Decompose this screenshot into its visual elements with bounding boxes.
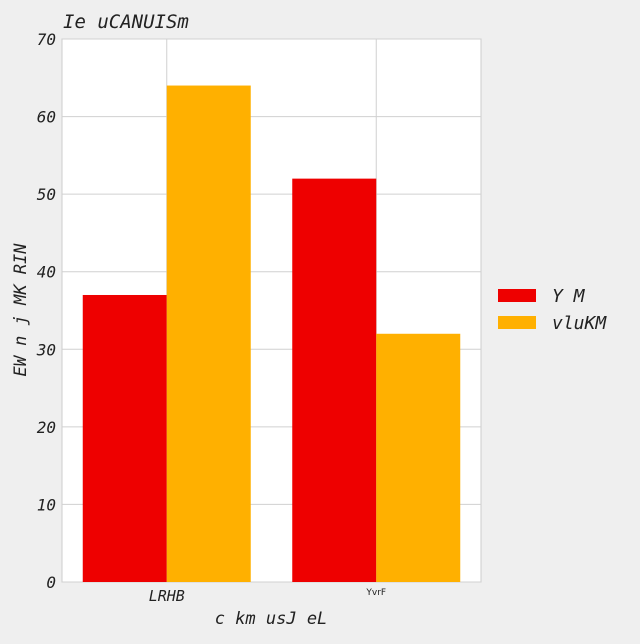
legend-swatch	[498, 316, 536, 329]
bar	[376, 333, 461, 582]
bar	[292, 178, 377, 582]
bars	[82, 85, 461, 583]
y-tick-label: 30	[36, 340, 56, 359]
chart-title: Ie uCANUISm	[63, 11, 189, 33]
y-tick-label: 20	[37, 418, 56, 437]
y-axis-label: EW n j MK RIN	[11, 243, 31, 377]
y-tick-label: 10	[37, 495, 56, 514]
y-tick-label: 60	[37, 108, 56, 127]
x-tick-label: YvrF	[365, 588, 386, 598]
y-tick-label: 0	[46, 573, 56, 592]
bar	[166, 85, 251, 583]
y-tick-label: 50	[37, 185, 56, 204]
x-axis-label: c km usJ eL	[215, 609, 328, 629]
legend-label: vluKM	[552, 313, 607, 334]
bar	[82, 294, 167, 582]
x-axis-ticks: LRHB YvrF	[149, 587, 386, 605]
legend-swatch	[498, 289, 536, 302]
legend-label: Y M	[552, 286, 586, 307]
y-tick-label: 70	[37, 30, 56, 49]
y-tick-label: 40	[37, 263, 56, 282]
x-tick-label: LRHB	[149, 587, 185, 605]
y-axis-ticks: 0 10 20 30 40 50 60 70	[36, 30, 56, 592]
legend: Y M vluKM	[498, 286, 607, 334]
